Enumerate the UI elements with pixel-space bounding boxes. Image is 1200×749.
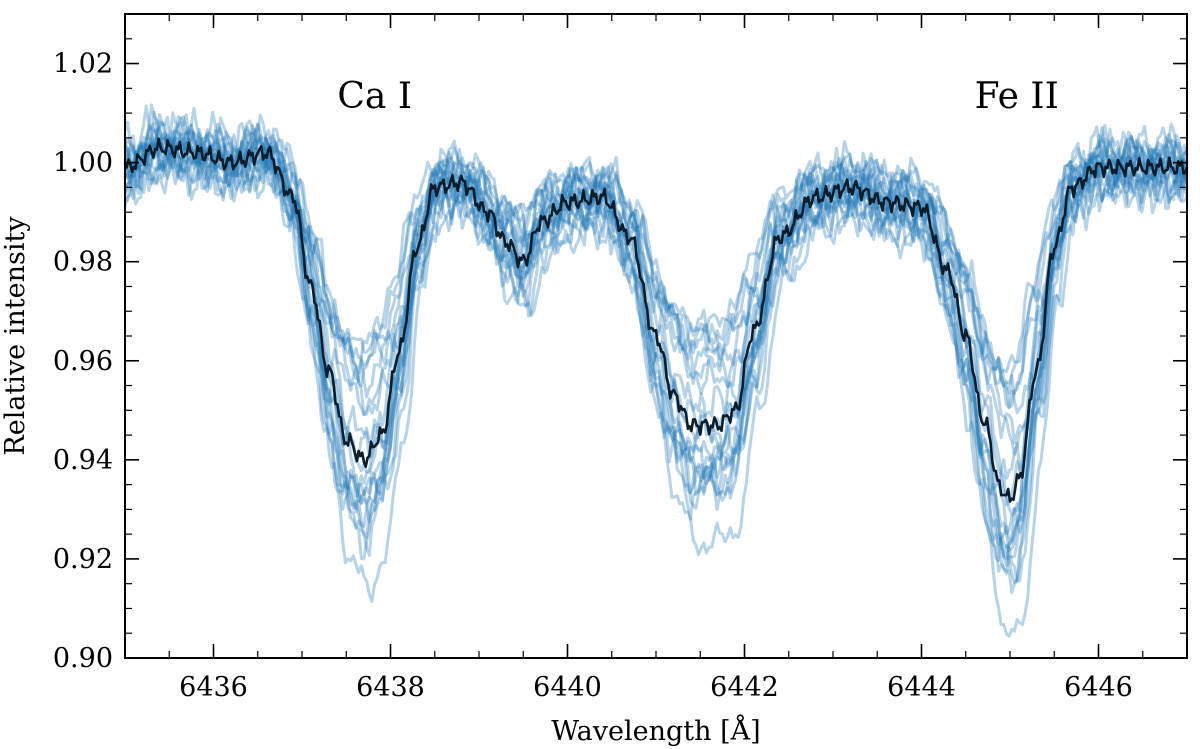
individual-spectrum-line (123, 136, 1189, 415)
individual-spectrum-line (124, 104, 1189, 535)
y-tick-label: 0.98 (53, 247, 113, 278)
x-tick-label: 6440 (533, 672, 602, 703)
mean-spectrum-line (124, 137, 1189, 503)
x-tick-label: 6438 (356, 672, 425, 703)
individual-spectrum-line (123, 126, 1188, 375)
individual-spectrum-line (123, 124, 1189, 409)
y-tick-label: 1.00 (53, 148, 113, 179)
individual-spectrum-line (124, 132, 1189, 546)
y-tick-label: 0.92 (53, 544, 113, 575)
individual-spectrum-line (123, 145, 1189, 638)
y-tick-labels: 0.90 0.92 0.94 0.96 0.98 1.00 1.02 (53, 49, 113, 674)
individual-spectrum-line (123, 106, 1189, 445)
annotation-ca-i: Ca I (337, 76, 412, 117)
individual-spectrum-line (123, 121, 1188, 563)
y-tick-label: 0.94 (53, 445, 113, 476)
x-tick-label: 6444 (887, 672, 956, 703)
x-tick-label: 6442 (710, 672, 779, 703)
x-tick-label: 6446 (1064, 672, 1133, 703)
y-tick-label: 1.02 (53, 49, 113, 80)
x-axis-title: Wavelength [Å] (551, 714, 760, 747)
individual-spectrum-line (123, 135, 1189, 516)
x-tick-labels: 6436 6438 6440 6442 6444 6446 (179, 672, 1133, 703)
y-tick-label: 0.96 (53, 346, 113, 377)
mean-spectrum-layer (124, 137, 1189, 503)
individual-spectrum-line (124, 125, 1188, 553)
annotation-fe-ii: Fe II (975, 76, 1059, 117)
y-axis-title: Relative intensity (0, 216, 31, 456)
plot-frame (124, 13, 1188, 659)
individual-spectrum-line (124, 116, 1188, 456)
individual-spectrum-line (123, 140, 1188, 576)
individual-spectrum-line (123, 103, 1189, 595)
y-tick-label: 0.90 (53, 643, 113, 674)
individual-spectrum-line (123, 133, 1189, 583)
x-tick-label: 6436 (179, 672, 248, 703)
individual-spectrum-line (123, 151, 1189, 409)
